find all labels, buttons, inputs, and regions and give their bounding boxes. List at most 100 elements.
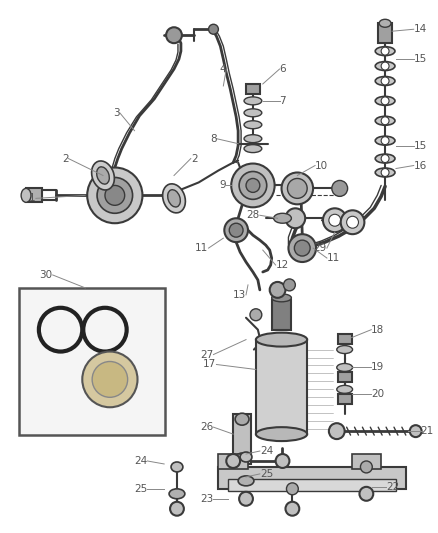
Text: 6: 6	[279, 64, 286, 74]
Bar	[352, 454, 381, 469]
Circle shape	[51, 320, 71, 340]
Circle shape	[95, 320, 115, 340]
Text: 25: 25	[260, 469, 273, 479]
Circle shape	[286, 483, 298, 495]
Bar	[246, 84, 260, 94]
Circle shape	[97, 177, 133, 213]
Circle shape	[329, 214, 341, 226]
Bar	[26, 188, 42, 203]
Text: 24: 24	[134, 456, 147, 466]
Text: 21: 21	[420, 426, 434, 436]
Ellipse shape	[410, 425, 422, 437]
Text: 25: 25	[134, 484, 147, 494]
Text: 30: 30	[39, 270, 53, 280]
Ellipse shape	[286, 502, 299, 516]
Text: 8: 8	[210, 134, 216, 144]
Ellipse shape	[162, 184, 185, 213]
Ellipse shape	[162, 191, 172, 199]
Ellipse shape	[92, 161, 114, 190]
Text: 13: 13	[233, 290, 246, 300]
Circle shape	[39, 308, 82, 352]
Ellipse shape	[360, 487, 373, 501]
Ellipse shape	[337, 364, 353, 372]
Ellipse shape	[239, 492, 253, 506]
Text: 9: 9	[220, 181, 226, 190]
Text: 27: 27	[200, 350, 213, 360]
Circle shape	[250, 309, 262, 321]
Circle shape	[381, 97, 389, 105]
Ellipse shape	[240, 452, 252, 462]
Circle shape	[360, 461, 372, 473]
Text: 1: 1	[29, 193, 36, 204]
Text: 24: 24	[260, 446, 273, 456]
Text: 26: 26	[200, 422, 213, 432]
Ellipse shape	[375, 96, 395, 106]
Text: 3: 3	[113, 108, 120, 118]
Ellipse shape	[244, 135, 262, 143]
Text: 28: 28	[247, 210, 260, 220]
Bar	[272, 300, 291, 330]
Text: 2: 2	[62, 154, 68, 164]
Ellipse shape	[235, 453, 249, 465]
Text: 19: 19	[371, 362, 385, 373]
Ellipse shape	[272, 467, 291, 475]
Text: 10: 10	[315, 160, 328, 171]
Text: 15: 15	[414, 54, 427, 64]
Ellipse shape	[244, 97, 262, 105]
Bar	[19, 288, 165, 435]
Ellipse shape	[168, 190, 180, 207]
Bar	[233, 414, 251, 464]
Circle shape	[83, 308, 127, 352]
Circle shape	[381, 168, 389, 176]
Circle shape	[381, 117, 389, 125]
Ellipse shape	[276, 454, 290, 468]
Circle shape	[282, 173, 313, 204]
Circle shape	[286, 208, 305, 228]
Circle shape	[208, 25, 219, 34]
Ellipse shape	[235, 413, 249, 425]
Text: 14: 14	[414, 24, 427, 34]
Ellipse shape	[21, 188, 31, 203]
Ellipse shape	[375, 47, 395, 55]
Text: 23: 23	[200, 494, 213, 504]
Ellipse shape	[337, 385, 353, 393]
Ellipse shape	[375, 62, 395, 70]
Ellipse shape	[226, 454, 240, 468]
Ellipse shape	[375, 136, 395, 145]
Circle shape	[92, 361, 127, 397]
Ellipse shape	[337, 345, 353, 353]
Circle shape	[229, 223, 243, 237]
Circle shape	[246, 179, 260, 192]
Ellipse shape	[97, 167, 110, 184]
Circle shape	[231, 164, 275, 207]
Ellipse shape	[375, 116, 395, 125]
Ellipse shape	[375, 154, 395, 163]
Ellipse shape	[375, 77, 395, 85]
Circle shape	[166, 27, 182, 43]
Circle shape	[224, 218, 248, 242]
Text: 11: 11	[195, 243, 208, 253]
Bar	[338, 334, 352, 344]
Text: 20: 20	[371, 389, 385, 399]
Ellipse shape	[329, 423, 345, 439]
Text: 12: 12	[276, 260, 289, 270]
Text: 17: 17	[203, 359, 216, 369]
Circle shape	[289, 234, 316, 262]
Text: 15: 15	[414, 141, 427, 151]
Ellipse shape	[379, 19, 391, 27]
Circle shape	[105, 185, 125, 205]
Ellipse shape	[272, 294, 291, 302]
Circle shape	[287, 179, 307, 198]
Text: 11: 11	[327, 253, 340, 263]
Ellipse shape	[244, 144, 262, 152]
Ellipse shape	[238, 476, 254, 486]
Text: 22: 22	[386, 482, 399, 492]
Ellipse shape	[375, 168, 395, 177]
Ellipse shape	[244, 109, 262, 117]
Circle shape	[381, 155, 389, 163]
Circle shape	[270, 282, 286, 298]
Text: 29: 29	[314, 243, 327, 253]
Circle shape	[381, 47, 389, 55]
Circle shape	[237, 462, 247, 472]
Text: 4: 4	[220, 64, 226, 74]
